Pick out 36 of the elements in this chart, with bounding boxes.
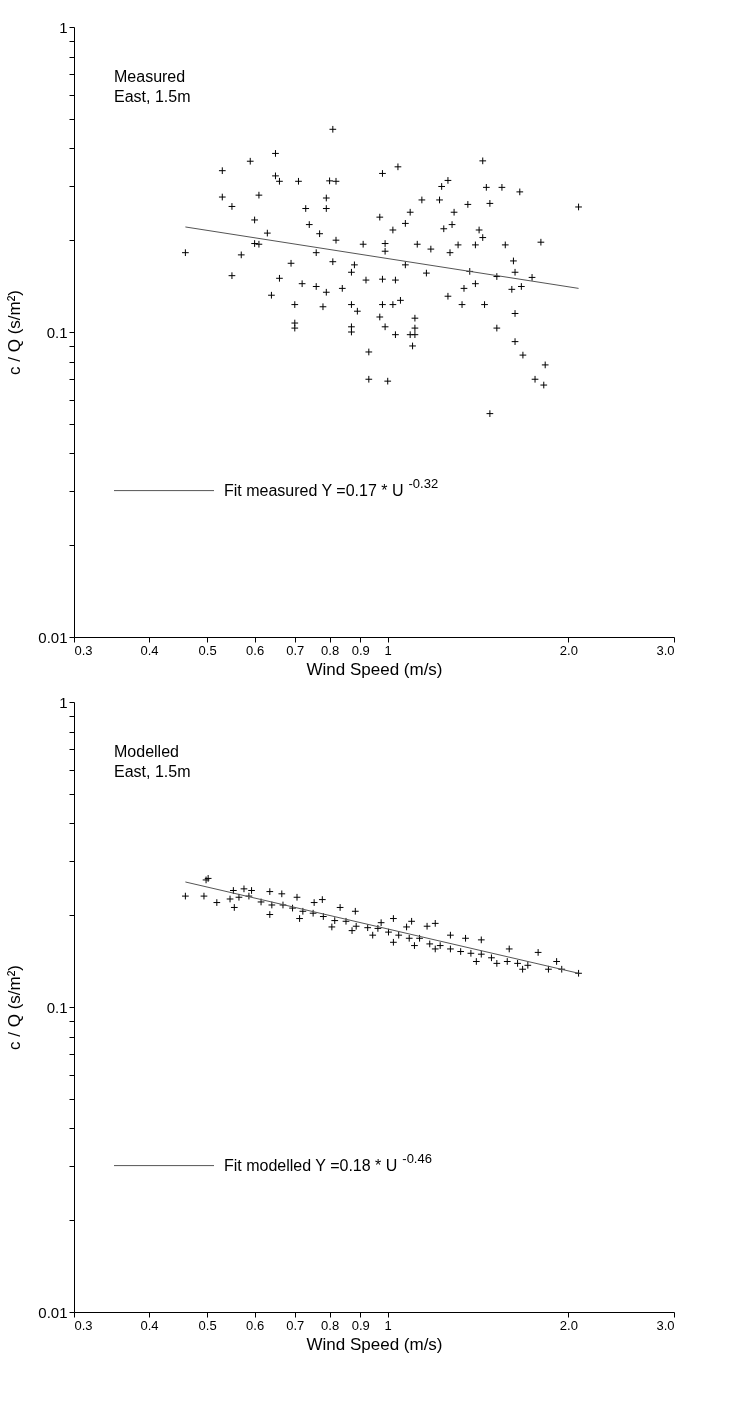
- x-tick-label: 3.0: [656, 1317, 675, 1333]
- text: Fit measured Y =0.17 * U -0.32: [224, 475, 439, 499]
- annotation: Measured: [114, 68, 186, 85]
- x-tick-label: 0.5: [198, 642, 217, 658]
- x-tick-label: 0.4: [140, 642, 159, 658]
- x-tick-label: 3.0: [656, 642, 675, 658]
- text: Fit modelled Y =0.18 * U -0.46: [224, 1150, 432, 1174]
- y-axis-title: c / Q (s/m²): [5, 290, 25, 375]
- y-tick-label: 0.01: [38, 628, 68, 646]
- x-tick-label: 1: [384, 1317, 392, 1333]
- x-tick-label: 0.6: [246, 1317, 265, 1333]
- x-tick-label: 0.3: [74, 642, 93, 658]
- annotation: Modelled: [114, 743, 179, 760]
- x-tick-label: 0.7: [286, 1317, 305, 1333]
- y-tick-label: 0.01: [38, 1303, 68, 1321]
- x-tick-label: 0.3: [74, 1317, 93, 1333]
- y-tick-label: 0.1: [46, 323, 68, 341]
- x-axis-title: Wind Speed (m/s): [306, 1334, 443, 1354]
- y-axis-title: c / Q (s/m²): [5, 965, 25, 1050]
- annotation: East, 1.5m: [114, 88, 191, 105]
- x-tick-label: 1: [384, 642, 392, 658]
- x-axis-title: Wind Speed (m/s): [306, 659, 443, 679]
- annotation: East, 1.5m: [114, 763, 191, 780]
- x-tick-label: 0.9: [351, 642, 370, 658]
- x-tick-label: 2.0: [559, 642, 578, 658]
- x-tick-label: 2.0: [559, 1317, 578, 1333]
- x-tick-label: 0.7: [286, 642, 305, 658]
- y-tick-label: 0.1: [46, 998, 68, 1016]
- x-tick-label: 0.5: [198, 1317, 217, 1333]
- x-tick-label: 0.8: [321, 642, 340, 658]
- x-tick-label: 0.4: [140, 1317, 159, 1333]
- y-tick-label: 1: [59, 18, 68, 36]
- x-tick-label: 0.9: [351, 1317, 370, 1333]
- y-tick-label: 1: [59, 693, 68, 711]
- x-tick-label: 0.8: [321, 1317, 340, 1333]
- x-tick-label: 0.6: [246, 642, 265, 658]
